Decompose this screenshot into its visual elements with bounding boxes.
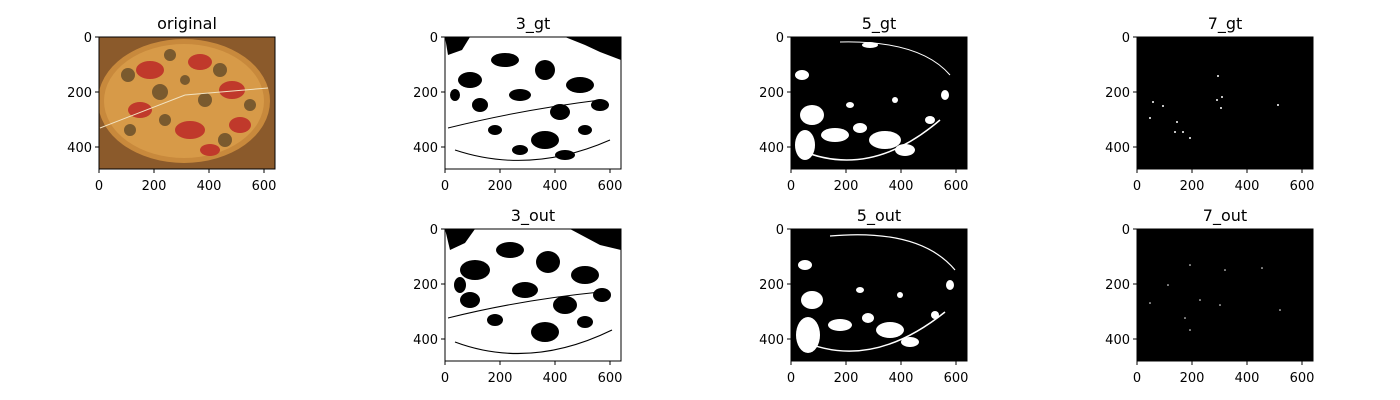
y-tick-label: 400 bbox=[413, 333, 438, 348]
x-tick-label: 200 bbox=[488, 179, 513, 194]
y-tick-label: 0 bbox=[776, 31, 784, 46]
x-tick-label: 600 bbox=[252, 179, 277, 194]
panel-title: 5_out bbox=[857, 206, 901, 226]
x-axis: 0 200 400 600 bbox=[787, 169, 969, 194]
x-tick-label: 200 bbox=[142, 179, 167, 194]
x-axis: 0 200 400 600 bbox=[1133, 169, 1315, 194]
x-tick-label: 400 bbox=[889, 179, 914, 194]
panel-title: 5_gt bbox=[862, 14, 897, 34]
x-tick-label: 200 bbox=[834, 371, 859, 386]
x-tick-label: 400 bbox=[197, 179, 222, 194]
x-tick-label: 0 bbox=[787, 371, 795, 386]
y-axis: 0 200 400 bbox=[759, 223, 791, 348]
y-tick-label: 200 bbox=[1105, 86, 1130, 101]
x-tick-label: 400 bbox=[1235, 179, 1260, 194]
mask-5-gt-image bbox=[791, 37, 967, 169]
x-tick-label: 400 bbox=[543, 371, 568, 386]
y-tick-label: 0 bbox=[1122, 31, 1130, 46]
mask-5-out-image bbox=[791, 229, 967, 361]
y-tick-label: 200 bbox=[67, 86, 92, 101]
x-tick-label: 200 bbox=[834, 179, 859, 194]
panel-7-out: 7_out 0 200 400 600 0 200 400 bbox=[1105, 206, 1314, 386]
panel-original: original 0 200 bbox=[67, 14, 276, 194]
x-tick-label: 200 bbox=[488, 371, 513, 386]
x-tick-label: 400 bbox=[543, 179, 568, 194]
x-tick-label: 200 bbox=[1180, 371, 1205, 386]
y-tick-label: 200 bbox=[1105, 278, 1130, 293]
y-axis: 0 200 400 bbox=[1105, 31, 1137, 156]
mask-7-gt-image bbox=[1137, 37, 1313, 169]
mask-3-out-image bbox=[445, 229, 621, 361]
y-tick-label: 200 bbox=[413, 86, 438, 101]
y-tick-label: 400 bbox=[413, 141, 438, 156]
y-axis: 0 200 400 bbox=[413, 223, 445, 348]
panel-5-gt: 5_gt 0 200 400 600 0 200 bbox=[759, 14, 968, 194]
mask-3-gt-image bbox=[445, 37, 621, 169]
panel-5-out: 5_out 0 200 400 600 0 200 400 bbox=[759, 206, 968, 386]
x-axis: 0 200 400 600 bbox=[441, 169, 623, 194]
y-tick-label: 400 bbox=[759, 141, 784, 156]
y-tick-label: 0 bbox=[430, 223, 438, 238]
panel-title: 3_out bbox=[511, 206, 555, 226]
y-tick-label: 0 bbox=[84, 31, 92, 46]
y-tick-label: 400 bbox=[1105, 141, 1130, 156]
x-tick-label: 0 bbox=[787, 179, 795, 194]
y-axis: 0 200 400 bbox=[1105, 223, 1137, 348]
panel-3-out: 3_out 0 200 400 600 0 bbox=[413, 206, 622, 386]
panel-title: original bbox=[157, 14, 217, 33]
x-tick-label: 0 bbox=[441, 179, 449, 194]
y-tick-label: 400 bbox=[67, 141, 92, 156]
x-tick-label: 600 bbox=[1290, 179, 1315, 194]
mask-7-out-image bbox=[1137, 229, 1313, 361]
panel-3-gt: 3_gt 0 200 400 600 bbox=[413, 14, 622, 194]
y-axis: 0 200 400 bbox=[67, 31, 99, 156]
panel-title: 7_gt bbox=[1208, 14, 1243, 34]
x-axis: 0 200 400 600 bbox=[95, 169, 277, 194]
x-tick-label: 600 bbox=[598, 179, 623, 194]
x-tick-label: 400 bbox=[1235, 371, 1260, 386]
panel-title: 3_gt bbox=[516, 14, 551, 34]
panel-title: 7_out bbox=[1203, 206, 1247, 226]
x-tick-label: 0 bbox=[1133, 179, 1141, 194]
y-tick-label: 200 bbox=[759, 278, 784, 293]
x-tick-label: 600 bbox=[944, 179, 969, 194]
y-tick-label: 400 bbox=[759, 333, 784, 348]
x-axis: 0 200 400 600 bbox=[441, 361, 623, 386]
y-tick-label: 200 bbox=[413, 278, 438, 293]
x-tick-label: 0 bbox=[95, 179, 103, 194]
x-tick-label: 0 bbox=[441, 371, 449, 386]
x-tick-label: 200 bbox=[1180, 179, 1205, 194]
y-tick-label: 0 bbox=[430, 31, 438, 46]
y-axis: 0 200 400 bbox=[759, 31, 791, 156]
y-tick-label: 200 bbox=[759, 86, 784, 101]
x-axis: 0 200 400 600 bbox=[1133, 361, 1315, 386]
y-tick-label: 400 bbox=[1105, 333, 1130, 348]
x-tick-label: 600 bbox=[598, 371, 623, 386]
y-tick-label: 0 bbox=[1122, 223, 1130, 238]
x-axis: 0 200 400 600 bbox=[787, 361, 969, 386]
x-tick-label: 600 bbox=[1290, 371, 1315, 386]
y-axis: 0 200 400 bbox=[413, 31, 445, 156]
panel-7-gt: 7_gt 0 200 400 600 0 200 400 bbox=[1105, 14, 1314, 194]
x-tick-label: 400 bbox=[889, 371, 914, 386]
original-image bbox=[99, 37, 275, 169]
x-tick-label: 0 bbox=[1133, 371, 1141, 386]
x-tick-label: 600 bbox=[944, 371, 969, 386]
y-tick-label: 0 bbox=[776, 223, 784, 238]
